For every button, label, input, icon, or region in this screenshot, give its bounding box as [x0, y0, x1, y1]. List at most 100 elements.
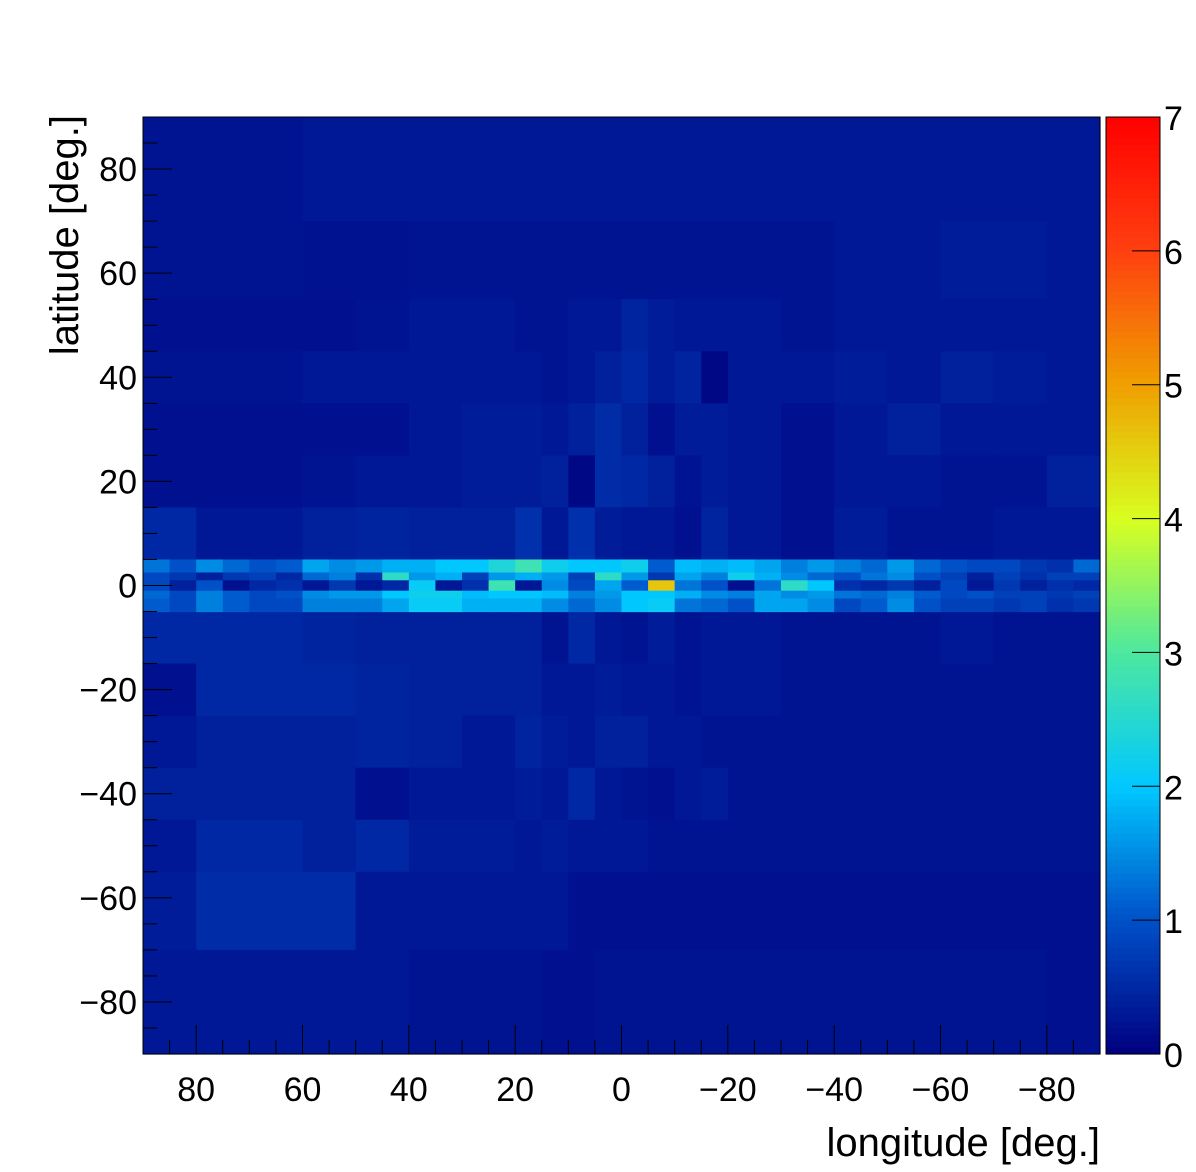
heatmap-cells: [143, 117, 1101, 1055]
heatmap-cell: [621, 455, 649, 509]
heatmap-cell: [621, 351, 649, 404]
heatmap-cell: [594, 117, 623, 222]
colorbar-swatch: [1106, 632, 1160, 640]
heatmap-cell: [249, 580, 277, 592]
heatmap-cell: [1020, 572, 1048, 581]
colorbar-swatch: [1106, 1000, 1160, 1008]
heatmap-cell: [275, 572, 304, 581]
y-tick-label: 80: [99, 151, 137, 189]
colorbar-swatch: [1106, 779, 1160, 787]
colorbar-swatch: [1106, 411, 1160, 419]
heatmap-cell: [329, 580, 357, 592]
heatmap-cell: [781, 351, 835, 404]
heatmap-cell: [993, 455, 1048, 509]
heatmap-cell: [781, 221, 835, 300]
heatmap-cell: [1073, 580, 1101, 592]
heatmap-cell: [594, 598, 623, 613]
heatmap-cell: [515, 598, 543, 613]
heatmap-cell: [781, 715, 835, 769]
heatmap-cell: [462, 580, 490, 592]
heatmap-cell: [435, 598, 463, 613]
heatmap-cell: [249, 559, 277, 574]
colorbar-swatch: [1106, 866, 1160, 874]
heatmap-cell: [462, 871, 516, 951]
heatmap-cell: [594, 403, 623, 456]
colorbar-swatch: [1106, 639, 1160, 647]
colorbar-swatch: [1106, 819, 1160, 828]
colorbar-swatch: [1106, 177, 1160, 185]
heatmap-cell: [462, 572, 490, 581]
heatmap-cell: [621, 117, 649, 222]
colorbar-swatch: [1106, 913, 1160, 921]
heatmap-cell: [355, 949, 410, 1055]
heatmap-cell: [621, 715, 649, 769]
colorbar-swatch: [1106, 953, 1160, 961]
heatmap-cell: [196, 351, 304, 404]
colorbar-swatch: [1106, 518, 1160, 526]
heatmap-cell: [541, 598, 569, 613]
heatmap-cell: [515, 715, 543, 769]
heatmap-cell: [462, 767, 516, 821]
heatmap-cell: [143, 572, 171, 581]
heatmap-cell: [249, 590, 277, 600]
heatmap-cell: [887, 117, 942, 222]
heatmap-cell: [967, 559, 995, 574]
colorbar-swatch: [1106, 752, 1160, 761]
heatmap-cell: [515, 663, 543, 717]
colorbar-tick-label: 5: [1164, 368, 1183, 406]
colorbar-swatch: [1106, 1020, 1160, 1028]
heatmap-cell: [834, 455, 888, 509]
heatmap-cell: [355, 455, 410, 509]
heatmap-cell: [754, 580, 782, 592]
heatmap-cell: [834, 590, 862, 600]
heatmap-cell: [408, 663, 463, 717]
heatmap-cell: [594, 590, 623, 600]
heatmap-cell: [462, 590, 490, 600]
heatmap-cell: [594, 351, 623, 404]
heatmap-cell: [302, 871, 357, 951]
colorbar-swatch: [1106, 893, 1160, 901]
colorbar-swatch: [1106, 766, 1160, 774]
heatmap-cell: [541, 819, 569, 873]
colorbar-swatch: [1106, 123, 1160, 131]
heatmap-cell: [993, 580, 1021, 592]
heatmap-cell: [940, 299, 995, 352]
heatmap-cell: [648, 572, 676, 581]
heatmap-cell: [860, 572, 888, 581]
heatmap-cell: [568, 663, 596, 717]
heatmap-cell: [462, 507, 516, 561]
heatmap-cell: [196, 663, 304, 717]
heatmap-cell: [807, 580, 835, 592]
heatmap-cell: [568, 715, 596, 769]
heatmap-cell: [727, 221, 782, 300]
heatmap-cell: [222, 580, 250, 592]
heatmap-cell: [169, 590, 197, 600]
heatmap-cell: [993, 949, 1048, 1055]
heatmap-cell: [781, 590, 809, 600]
heatmap-cell: [515, 559, 543, 574]
heatmap-cell: [674, 949, 702, 1055]
heatmap-cell: [621, 871, 649, 951]
heatmap-cell: [488, 590, 516, 600]
heatmap-cell: [541, 590, 569, 600]
heatmap-cell: [940, 590, 968, 600]
heatmap-cell: [887, 351, 942, 404]
heatmap-cell: [594, 819, 623, 873]
heatmap-cell: [701, 455, 729, 509]
colorbar-swatch: [1106, 297, 1160, 305]
heatmap-cell: [568, 871, 596, 951]
heatmap-cell: [621, 949, 649, 1055]
colorbar-swatch: [1106, 237, 1160, 245]
heatmap-cell: [594, 663, 623, 717]
colorbar-swatch: [1106, 137, 1160, 145]
heatmap-cell: [940, 507, 995, 561]
heatmap-cell: [1046, 221, 1101, 300]
heatmap-cell: [408, 871, 463, 951]
colorbar-swatch: [1106, 378, 1160, 386]
colorbar-swatch: [1106, 498, 1160, 506]
heatmap-cell: [143, 590, 171, 600]
heatmap-cell: [913, 598, 942, 613]
heatmap-cell: [674, 819, 702, 873]
colorbar-swatch: [1106, 940, 1160, 948]
heatmap-cell: [701, 221, 729, 300]
